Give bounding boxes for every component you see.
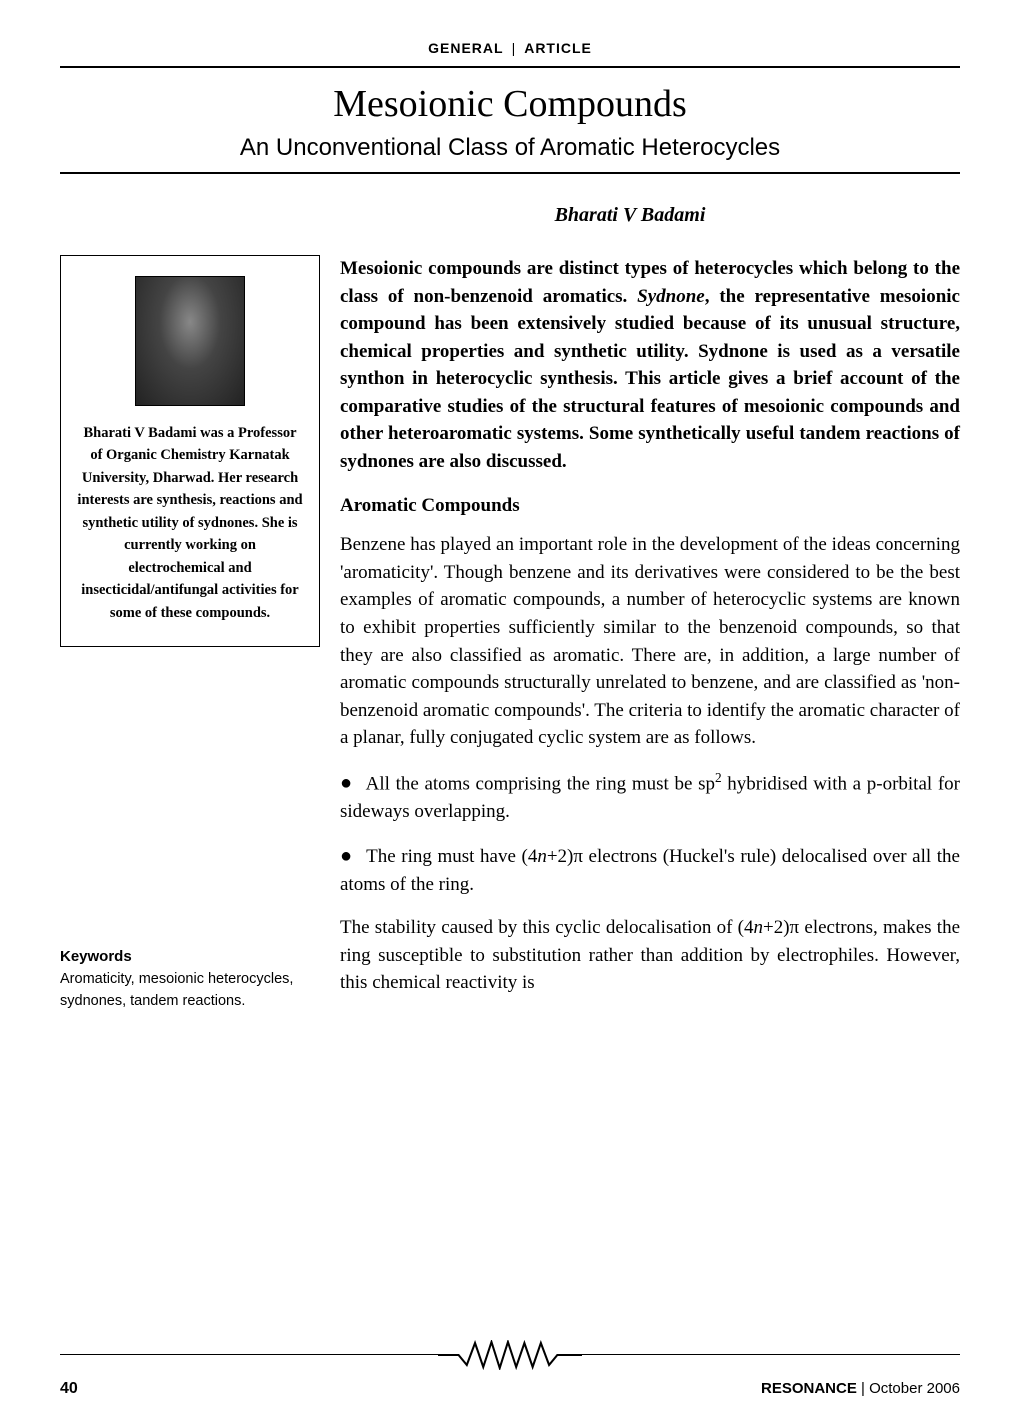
main-columns: Bharati V Badami was a Professor of Orga… [60, 255, 960, 1013]
body-paragraph-2: The stability caused by this cyclic delo… [340, 914, 960, 997]
squiggle-icon [438, 1340, 582, 1370]
page-footer: 40 RESONANCE | October 2006 [60, 1340, 960, 1398]
page-number: 40 [60, 1380, 78, 1398]
article-title: Mesoionic Compounds [60, 82, 960, 126]
author-bio-text: Bharati V Badami was a Professor of Orga… [77, 422, 303, 624]
abstract-part-c: , the representative mesoionic compound … [340, 286, 960, 472]
bullet-2-text-a: The ring must have (4 [366, 846, 537, 867]
author-bio-box: Bharati V Badami was a Professor of Orga… [60, 255, 320, 647]
right-column: Mesoionic compounds are distinct types o… [340, 255, 960, 1013]
bullet-dot-icon: ● [340, 772, 353, 794]
article-subtitle: An Unconventional Class of Aromatic Hete… [60, 134, 960, 162]
keywords-heading: Keywords [60, 948, 320, 965]
section-heading: Aromatic Compounds [340, 495, 960, 517]
top-rule [60, 66, 960, 68]
author-photo [135, 276, 245, 406]
abstract-italic-term: Sydnone [637, 286, 705, 307]
subtitle-rule [60, 172, 960, 174]
body-paragraph-1: Benzene has played an important role in … [340, 531, 960, 751]
category-right: ARTICLE [524, 40, 592, 56]
para2-text-a: The stability caused by this cyclic delo… [340, 917, 754, 938]
header: GENERAL | ARTICLE [60, 40, 960, 58]
category-left: GENERAL [428, 40, 503, 56]
bullet-1: ● All the atoms comprising the ring must… [340, 768, 960, 826]
journal-name: RESONANCE [761, 1380, 857, 1397]
footer-rule-right [582, 1354, 960, 1355]
bullet-1-text-a: All the atoms comprising the ring must b… [366, 773, 715, 794]
footer-rule [60, 1340, 960, 1370]
bullet-dot-icon: ● [340, 845, 353, 867]
abstract: Mesoionic compounds are distinct types o… [340, 255, 960, 475]
author-name: Bharati V Badami [300, 204, 960, 227]
journal-sep: | [857, 1380, 869, 1397]
journal-info: RESONANCE | October 2006 [761, 1380, 960, 1397]
footer-rule-left [60, 1354, 438, 1355]
footer-line: 40 RESONANCE | October 2006 [60, 1380, 960, 1398]
bullet-2: ● The ring must have (4n+2)π electrons (… [340, 842, 960, 899]
keywords-block: Keywords Aromaticity, mesoionic heterocy… [60, 918, 320, 1013]
keywords-text: Aromaticity, mesoionic heterocycles, syd… [60, 969, 320, 1013]
journal-date: October 2006 [869, 1380, 960, 1397]
italic-n: n [537, 846, 547, 867]
italic-n-2: n [754, 917, 764, 938]
superscript-2: 2 [715, 770, 722, 785]
left-column: Bharati V Badami was a Professor of Orga… [60, 255, 320, 1013]
category-separator: | [512, 40, 517, 56]
